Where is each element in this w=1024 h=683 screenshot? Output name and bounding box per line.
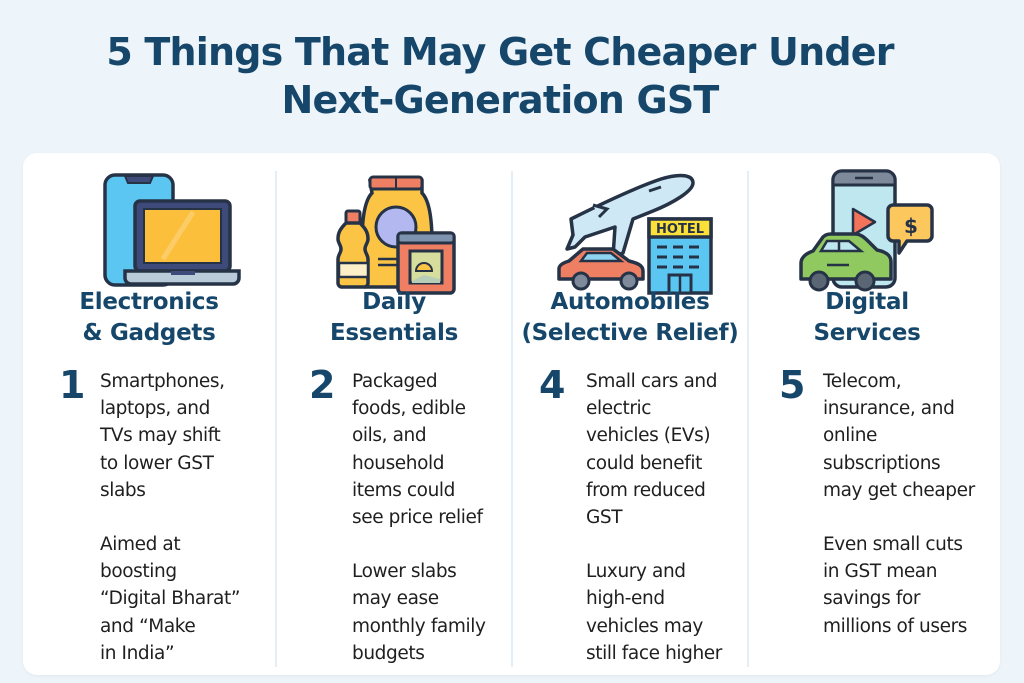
item-digital-services: $ Digital Services 5 Telecom, insurance,… [749, 153, 1000, 675]
item-heading: Electronics & Gadgets [79, 289, 219, 346]
item-description: Telecom, insurance, and online subscript… [823, 371, 975, 637]
svg-text:HOTEL: HOTEL [656, 222, 704, 237]
title-line-2: Next-Generation GST [281, 78, 719, 122]
column-divider [511, 171, 513, 667]
item-number: 4 [539, 363, 566, 407]
item-automobiles: HOTEL Automobiles (Selective Relief) 4 S… [513, 153, 747, 675]
phone-car-payment-icon: $ [797, 167, 937, 297]
column-divider [275, 171, 277, 667]
groceries-icon [332, 167, 457, 297]
page-title: 5 Things That May Get Cheaper Under Next… [0, 28, 1000, 124]
item-number: 1 [59, 363, 86, 407]
item-heading: Digital Services [813, 289, 921, 346]
title-line-1: 5 Things That May Get Cheaper Under [106, 30, 894, 74]
column-divider [747, 171, 749, 667]
smartphone-laptop-icon [93, 167, 243, 297]
item-heading: Daily Essentials [329, 289, 459, 346]
plane-car-hotel-icon: HOTEL [551, 167, 716, 297]
item-heading: Automobiles (Selective Relief) [521, 289, 739, 346]
items-card: Electronics & Gadgets 1 Smartphones, lap… [23, 153, 1000, 675]
item-description: Small cars and electric vehicles (EVs) c… [586, 371, 722, 664]
item-description: Packaged foods, edible oils, and househo… [352, 371, 486, 664]
svg-text:$: $ [904, 214, 918, 238]
item-description: Smartphones, laptops, and TVs may shift … [100, 371, 241, 664]
item-electronics: Electronics & Gadgets 1 Smartphones, lap… [23, 153, 275, 675]
item-number: 2 [309, 363, 336, 407]
item-daily-essentials: Daily Essentials 2 Packaged foods, edibl… [277, 153, 511, 675]
item-number: 5 [779, 363, 806, 407]
